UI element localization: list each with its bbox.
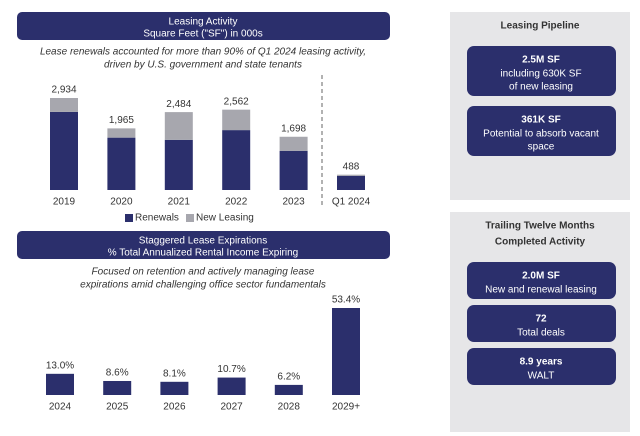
total-label: 2,934 (51, 85, 76, 96)
caption: driven by U.S. government and state tena… (104, 60, 302, 71)
stat-box (467, 262, 616, 299)
stat-text: including 630K SF (500, 69, 581, 80)
bar-segment (50, 98, 78, 112)
bar-segment (279, 136, 308, 151)
value-label: 6.2% (277, 372, 300, 383)
panel-title: Trailing Twelve Months (485, 221, 595, 232)
panel-title: Completed Activity (495, 237, 586, 248)
bar-segment (164, 112, 193, 140)
caption: Focused on retention and actively managi… (92, 267, 315, 278)
value-label: 8.6% (106, 368, 129, 379)
stat-text: Total deals (517, 328, 565, 339)
legend-swatch (186, 214, 194, 222)
value-label: 8.1% (163, 368, 186, 379)
bar-segment (337, 175, 365, 190)
x-tick-label: 2019 (53, 197, 76, 208)
bar (46, 373, 74, 395)
stat-value: 8.9 years (520, 357, 563, 368)
bar-segment (50, 111, 78, 190)
caption: expirations amid challenging office sect… (80, 280, 326, 291)
x-tick-label: 2025 (106, 402, 129, 413)
panel-title: Leasing Pipeline (501, 21, 580, 32)
x-tick-label: 2028 (278, 402, 301, 413)
x-tick-label: 2024 (49, 402, 72, 413)
legend-swatch (125, 214, 133, 222)
stat-value: 2.0M SF (522, 271, 560, 282)
x-tick-label: 2020 (110, 197, 133, 208)
bar-segment (337, 174, 365, 176)
x-tick-label: 2021 (168, 197, 191, 208)
bar (160, 381, 189, 395)
legend-label: Renewals (135, 213, 179, 224)
stat-text: of new leasing (509, 82, 573, 93)
bar (332, 308, 360, 395)
value-label: 10.7% (217, 364, 245, 375)
bar-segment (164, 139, 193, 190)
legend-label: New Leasing (196, 213, 254, 224)
stat-value: 361K SF (521, 115, 560, 126)
total-label: 1,965 (109, 115, 134, 126)
bar-segment (107, 137, 136, 190)
stat-box (467, 106, 616, 156)
chart-subtitle: Square Feet ("SF") in 000s (143, 29, 262, 40)
x-tick-label: 2023 (282, 197, 305, 208)
x-tick-label: 2029+ (332, 402, 360, 413)
value-label: 53.4% (332, 295, 360, 306)
stat-box (467, 348, 616, 385)
total-label: 2,562 (224, 96, 249, 107)
chart-subtitle: % Total Annualized Rental Income Expirin… (108, 248, 298, 259)
chart-title: Staggered Lease Expirations (139, 236, 267, 247)
caption: Lease renewals accounted for more than 9… (40, 47, 366, 58)
header-bar (17, 12, 390, 40)
bar (274, 384, 303, 395)
chart-title: Leasing Activity (169, 17, 238, 28)
bar (217, 377, 246, 395)
bar-segment (222, 130, 251, 190)
bar-segment (222, 109, 251, 131)
bar-segment (107, 128, 136, 138)
stat-value: 72 (535, 314, 547, 325)
stat-value: 2.5M SF (522, 55, 560, 66)
value-label: 13.0% (46, 360, 74, 371)
x-tick-label: Q1 2024 (332, 197, 371, 208)
x-tick-label: 2027 (220, 402, 243, 413)
stat-text: Potential to absorb vacant (483, 129, 599, 140)
total-label: 488 (343, 161, 360, 172)
stat-text: New and renewal leasing (485, 285, 597, 296)
bar-segment (279, 150, 308, 190)
x-tick-label: 2022 (225, 197, 248, 208)
header-bar (17, 231, 390, 259)
total-label: 1,698 (281, 123, 306, 134)
stat-text: WALT (528, 371, 555, 382)
total-label: 2,484 (166, 99, 191, 110)
x-tick-label: 2026 (163, 402, 186, 413)
stat-box (467, 305, 616, 342)
stat-box (467, 46, 616, 96)
stat-text: space (528, 142, 555, 153)
bar (103, 380, 132, 395)
